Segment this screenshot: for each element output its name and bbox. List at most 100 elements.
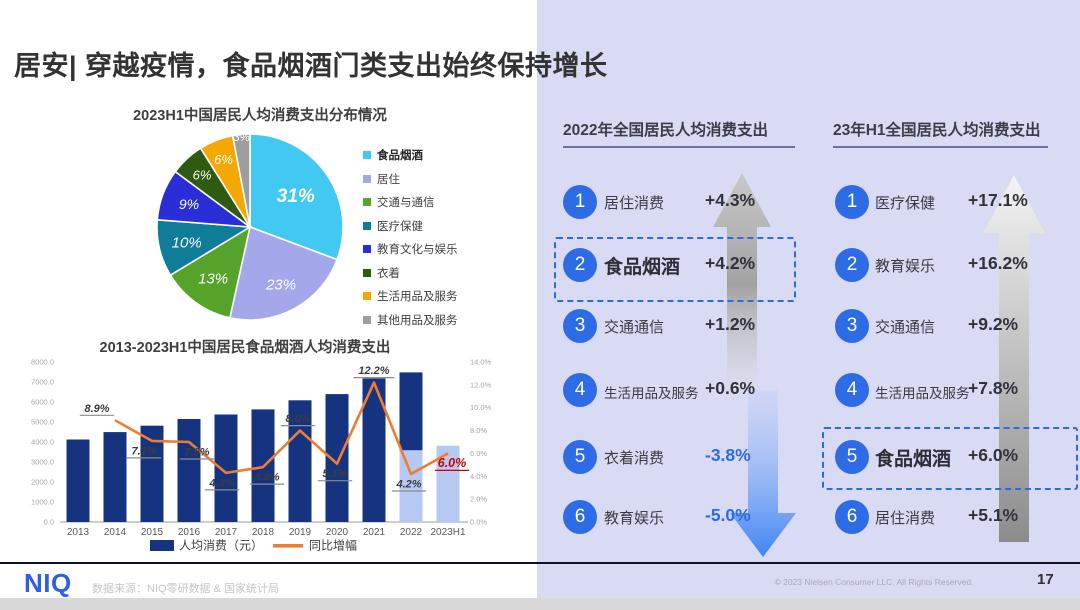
rank-item-label: 生活用品及服务 xyxy=(875,386,970,401)
rank-item-label: 衣着消费 xyxy=(604,450,665,467)
line-label-5.1%: 5.1% xyxy=(322,468,347,480)
pie-legend-item: 教育文化与娱乐 xyxy=(363,241,458,257)
ranking-item-1: 1 居住消费 +4.3% xyxy=(550,182,800,222)
pie-slice-label: 10% xyxy=(172,234,202,251)
x-tick-2021: 2021 xyxy=(363,527,386,538)
pie-slice-label: 6% xyxy=(214,152,233,167)
rank-number-badge: 3 xyxy=(563,309,597,343)
line-legend-label: 同比增幅 xyxy=(309,538,357,553)
pie-legend-item: 生活用品及服务 xyxy=(363,288,458,304)
pie-legend-item: 食品烟酒 xyxy=(363,147,458,163)
bar-chart-title: 2013-2023H1中国居民食品烟酒人均消费支出 xyxy=(99,340,391,356)
line-label-7.0%: 7.0% xyxy=(184,447,209,459)
bar-h1-2023H1 xyxy=(436,445,460,522)
ranking-header: 23年H1全国居民人均消费支出 xyxy=(833,122,1041,139)
rank-number-badge: 3 xyxy=(835,309,869,343)
bar-2015 xyxy=(140,425,164,522)
line-legend-swatch xyxy=(273,544,303,548)
ranking-item-2: 2 教育娱乐 +16.2% xyxy=(820,245,1078,285)
ranking-item-2: 2 食品烟酒 +4.2% xyxy=(550,245,800,285)
rank-item-label: 居住消费 xyxy=(604,195,665,212)
y-left-tick: 5000.0 xyxy=(31,418,54,427)
rank-item-value: +6.0% xyxy=(968,445,1019,465)
x-tick-2022: 2022 xyxy=(400,527,423,538)
pie-slice-7 xyxy=(231,133,251,228)
legend-label: 衣着 xyxy=(377,267,400,280)
y-left-tick: 6000.0 xyxy=(31,398,54,407)
bar-2016 xyxy=(177,419,201,522)
line-label-7.1%: 7.1% xyxy=(131,445,156,457)
food-highlight-box xyxy=(554,237,796,302)
rank-item-value: +16.2% xyxy=(968,253,1028,273)
pie-slice-label: 9% xyxy=(179,196,199,212)
pie-slice-2 xyxy=(169,225,252,319)
bar-2021 xyxy=(362,378,386,522)
legend-swatch xyxy=(363,315,371,324)
line-label-8.9%: 8.9% xyxy=(84,403,109,415)
pie-chart: 31%23%13%10%9%6%6%3% xyxy=(156,132,344,321)
line-label-6.0%: 6.0% xyxy=(438,456,467,470)
ranking-item-6: 6 居住消费 +5.1% xyxy=(820,497,1078,537)
y-left-tick: 2000.0 xyxy=(31,478,54,487)
page-number: 17 xyxy=(1037,571,1054,588)
pie-legend-item: 医疗保健 xyxy=(363,218,458,234)
ranking-item-4: 4 生活用品及服务 +0.6% xyxy=(550,370,800,410)
y-right-tick: 10.0% xyxy=(470,403,492,412)
bar-2017 xyxy=(214,414,238,522)
y-right-tick: 2.0% xyxy=(470,495,487,504)
legend-swatch xyxy=(363,268,371,277)
x-tick-2016: 2016 xyxy=(178,527,201,538)
bar-h1-2022 xyxy=(399,450,423,522)
bar-line-chart: 0.0 1000.0 2000.0 3000.0 4000.0 5000.0 6000.0 7… xyxy=(31,358,492,553)
ranking-item-3: 3 交通通信 +1.2% xyxy=(550,306,800,346)
legend-swatch xyxy=(363,221,371,230)
legend-label: 医疗保健 xyxy=(377,220,423,233)
y-left-tick: 7000.0 xyxy=(31,378,54,387)
rank-item-value: +9.2% xyxy=(968,314,1019,334)
rank-number-badge: 4 xyxy=(835,373,869,407)
ranking-header-underline xyxy=(833,146,1048,148)
rank-item-value: +0.6% xyxy=(705,378,756,398)
line-label-4.8%: 4.8% xyxy=(253,472,279,484)
rank-number-badge: 5 xyxy=(563,440,597,474)
legend-swatch xyxy=(363,292,371,300)
ranking-header-underline xyxy=(563,146,795,148)
bar-2013 xyxy=(66,439,90,522)
food-highlight-box xyxy=(822,427,1078,490)
line-label-4.3%: 4.3% xyxy=(208,477,234,489)
ranking-item-1: 1 医疗保健 +17.1% xyxy=(820,182,1078,222)
pie-legend-item: 居住 xyxy=(363,171,458,187)
rank-number-badge: 4 xyxy=(563,373,597,407)
x-tick-2023H1: 2023H1 xyxy=(430,527,465,538)
y-right-tick: 6.0% xyxy=(470,449,487,458)
bar-2014 xyxy=(103,432,127,522)
legend-swatch xyxy=(363,198,371,206)
pie-slice-1 xyxy=(228,225,339,321)
legend-label: 交通与通信 xyxy=(377,197,435,209)
rank-item-value: +1.2% xyxy=(705,314,756,334)
legend-label: 生活用品及服务 xyxy=(377,291,458,303)
y-left-tick: 0.0 xyxy=(44,518,54,527)
y-right-tick: 8.0% xyxy=(470,426,487,435)
x-tick-2018: 2018 xyxy=(252,527,275,538)
bar-legend-swatch xyxy=(150,540,174,551)
legend-label: 食品烟酒 xyxy=(377,150,423,162)
y-right-tick: 0.0% xyxy=(470,518,487,527)
rank-item-label: 教育娱乐 xyxy=(875,258,936,275)
rank-item-label: 交通通信 xyxy=(604,319,665,336)
rank-item-label: 交通通信 xyxy=(875,319,936,336)
y-left-tick: 8000.0 xyxy=(31,358,54,367)
rank-item-value: +7.8% xyxy=(968,378,1019,398)
rank-item-label: 教育娱乐 xyxy=(604,510,665,527)
pie-slice-label: 3% xyxy=(233,132,250,144)
rank-item-label: 食品烟酒 xyxy=(604,257,681,278)
ranking-column-2022: 2022年全国居民人均消费支出 1 居住消费 +4.3% 2 食品烟酒 +4.2% 3 交通通… xyxy=(550,0,800,598)
pie-legend-item: 其他用品及服务 xyxy=(363,312,458,328)
y-right-tick: 12.0% xyxy=(470,380,492,389)
pie-slice-label: 13% xyxy=(198,271,228,288)
x-tick-2017: 2017 xyxy=(215,527,238,538)
legend-label: 居住 xyxy=(377,173,400,186)
pie-slice-label: 31% xyxy=(277,186,315,207)
rank-number-badge: 6 xyxy=(563,500,597,534)
